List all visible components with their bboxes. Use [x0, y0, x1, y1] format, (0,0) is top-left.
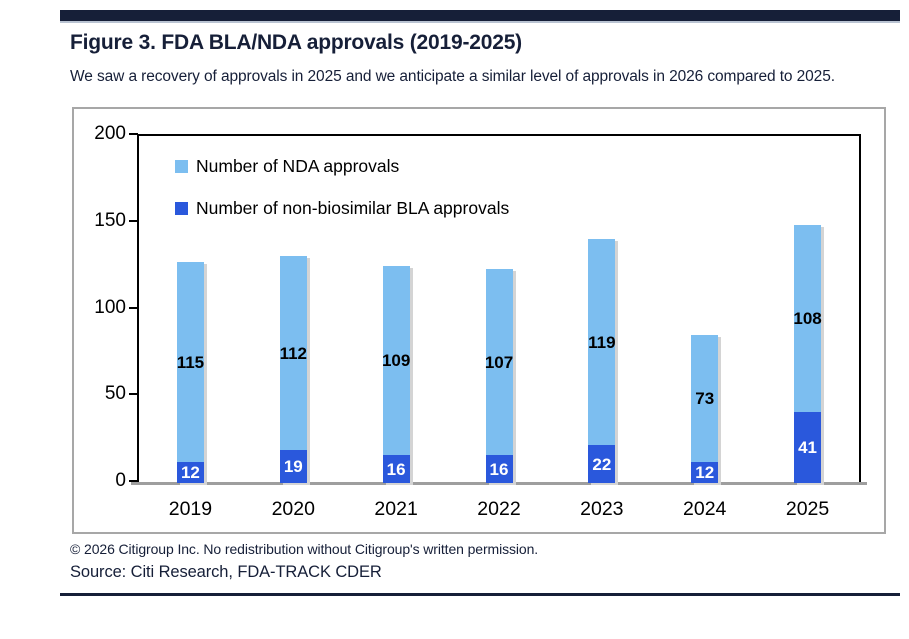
bar-2019: 115 12	[177, 262, 204, 483]
y-tick-label-0: 0	[115, 470, 126, 491]
figure-title: Figure 3. FDA BLA/NDA approvals (2019-20…	[70, 31, 522, 54]
x-category-label-2024: 2024	[683, 498, 727, 520]
y-tick-mark-0	[129, 480, 138, 482]
plot-area: Number of NDA approvals Number of non-bi…	[131, 134, 867, 485]
y-tick-mark-50	[129, 393, 138, 396]
bar-segment-bla-2023: 22	[588, 445, 616, 483]
y-tick-label-150: 150	[94, 209, 126, 231]
bar-2023: 119 22	[588, 239, 616, 483]
x-category-label-2019: 2019	[168, 498, 213, 520]
bar-segment-bla-2024: 12	[691, 462, 719, 483]
legend-item-nda: Number of NDA approvals	[175, 155, 509, 177]
x-category-label-2022: 2022	[477, 498, 521, 520]
top-accent-rule	[60, 10, 900, 23]
bar-segment-nda-2024: 73	[691, 335, 719, 462]
bar-segment-nda-2019: 115	[177, 262, 204, 462]
chart-legend: Number of NDA approvals Number of non-bi…	[175, 155, 509, 239]
y-tick-label-100: 100	[94, 296, 126, 318]
bar-2025: 108 41	[793, 225, 822, 483]
x-category-label-2023: 2023	[580, 498, 624, 520]
bar-2020: 112 19	[280, 256, 307, 483]
bar-segment-bla-2021: 16	[382, 455, 410, 483]
x-category-label-2021: 2021	[374, 498, 418, 520]
legend-item-bla: Number of non-biosimilar BLA approvals	[175, 197, 509, 219]
bar-segment-bla-2020: 19	[279, 450, 307, 483]
legend-label-nda: Number of NDA approvals	[196, 155, 400, 176]
bar-2024: 73 12	[691, 335, 719, 483]
bar-segment-bla-2025: 41	[794, 412, 822, 483]
y-tick-mark-150	[129, 219, 138, 222]
figure-subtitle: We saw a recovery of approvals in 2025 a…	[70, 68, 835, 85]
x-category-label-2020: 2020	[271, 498, 315, 520]
bar-2022: 107 16	[485, 269, 513, 483]
x-axis-baseline	[131, 482, 867, 485]
source-note: Source: Citi Research, FDA-TRACK CDER	[70, 563, 382, 581]
x-category-label-2025: 2025	[785, 498, 830, 520]
bottom-accent-rule	[60, 593, 900, 596]
legend-swatch-bla-icon	[175, 201, 188, 215]
bar-segment-bla-2022: 16	[485, 455, 513, 483]
x-axis-labels: 2019 2020 2021 2022 2023 2024 2025	[139, 498, 859, 522]
y-tick-label-200: 200	[94, 123, 126, 144]
bar-2021: 109 16	[382, 266, 410, 483]
bar-segment-bla-2019: 12	[176, 462, 204, 483]
bar-segment-nda-2020: 112	[280, 256, 307, 450]
bar-segment-nda-2025: 108	[793, 225, 822, 412]
y-tick-mark-200	[129, 133, 138, 135]
chart-container: Number of NDA approvals Number of non-bi…	[72, 107, 886, 534]
bar-segment-nda-2021: 109	[382, 266, 410, 455]
y-tick-label-50: 50	[104, 383, 126, 405]
copyright-note: © 2026 Citigroup Inc. No redistribution …	[70, 541, 539, 557]
bar-segment-nda-2022: 107	[485, 269, 513, 455]
legend-label-bla: Number of non-biosimilar BLA approvals	[196, 197, 510, 218]
y-tick-mark-100	[129, 306, 138, 309]
bar-segment-nda-2023: 119	[588, 239, 616, 445]
legend-swatch-nda-icon	[175, 159, 188, 173]
